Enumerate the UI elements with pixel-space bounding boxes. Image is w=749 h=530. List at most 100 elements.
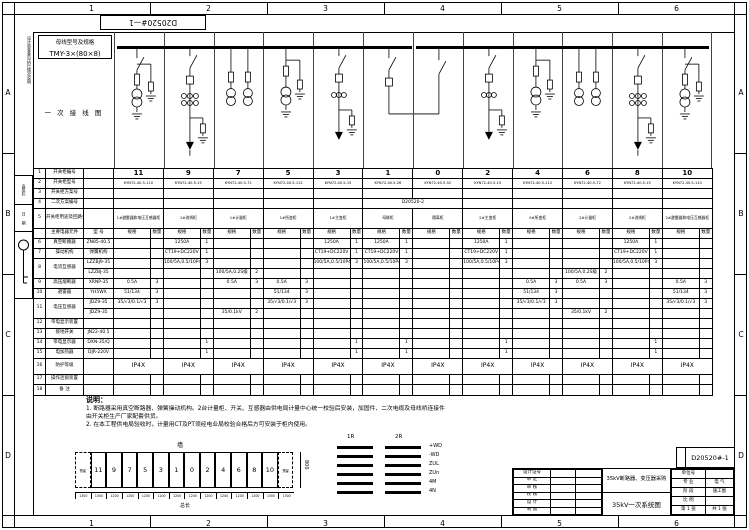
table-row: 主要电器元件型 号规格 数量 规格 数量 规格 数量 规格 数量 规格 数量 规格 数量 规格 数量 规格数… — [33, 228, 713, 239]
table-cell — [349, 298, 364, 309]
legend-bar — [337, 446, 373, 449]
table-cell: ZN85-40.5 — [83, 238, 114, 249]
dimension-value: 1200 — [121, 493, 138, 499]
table-cell — [199, 268, 214, 279]
table-cell — [299, 374, 314, 385]
dimension-value: 1200 — [168, 493, 185, 499]
table-cell: IP4X — [262, 358, 314, 375]
table-cell — [611, 198, 663, 209]
table-cell: 开关柜型号 — [45, 178, 84, 189]
legend-bar — [385, 455, 421, 458]
frame-col-label: 3 — [323, 3, 328, 13]
dimension-value: 1300 — [262, 493, 279, 499]
table-cell: 数量 — [249, 228, 264, 239]
table-cell: LZZBJ9-35 — [83, 258, 114, 269]
bay-10 — [662, 32, 712, 168]
legend-label: -WD — [429, 452, 440, 458]
table-cell — [698, 258, 713, 269]
table-cell — [512, 338, 551, 349]
table-cell: 1 — [349, 238, 364, 249]
table-cell — [661, 308, 700, 319]
table-cell — [299, 318, 314, 329]
table-cell — [299, 238, 314, 249]
bus-spec-box: 母线型号及规格 TMY-3×(80×8) — [38, 35, 112, 59]
table-cell — [698, 268, 713, 279]
table-cell — [362, 298, 401, 309]
layout-cabinet-预留: 预留 — [75, 452, 91, 488]
table-cell: 0.5A — [113, 278, 151, 289]
table-cell — [362, 188, 414, 199]
table-cell — [113, 338, 151, 349]
table-cell: 35/√3/0.1/√3 — [262, 298, 301, 309]
table-cell — [349, 318, 364, 329]
table-cell — [349, 288, 364, 299]
table-cell — [249, 298, 264, 309]
legend-row: 4N — [337, 488, 467, 497]
table-cell: 1 — [648, 238, 663, 249]
table-cell: 1 — [349, 348, 364, 359]
table-cell — [449, 238, 464, 249]
frame-tick — [2, 395, 14, 396]
table-cell — [449, 328, 464, 339]
table-cell: IP4X — [611, 358, 663, 375]
table-cell: 开关柜编号 — [45, 168, 84, 179]
table-cell — [212, 348, 251, 359]
note-item-1: 1. 断路器采用真空断路器、弹簧操动机构。2台计量柜、开关、互感器由供电局计量中… — [86, 406, 445, 420]
table-cell — [599, 384, 613, 396]
table-cell: 100/5A,0.5/10P40 — [462, 258, 501, 269]
notes-heading: 说明： — [86, 396, 107, 404]
meta-row: 专 业电 气 — [670, 478, 735, 488]
table-cell: 0#所变柜 — [512, 208, 564, 229]
table-cell: 0.5A — [661, 278, 700, 289]
table-cell — [299, 338, 314, 349]
table-cell — [549, 248, 564, 259]
table-cell: JDZ9-35 — [83, 298, 114, 309]
table-cell — [562, 248, 601, 259]
table-cell: 3 — [299, 278, 314, 289]
dimension-value: 1200 — [231, 493, 247, 499]
bus-spec-label: 母线型号及规格 — [55, 40, 95, 46]
layout-cabinet-6: 6 — [230, 452, 247, 488]
table-cell — [449, 384, 464, 396]
table-cell — [199, 374, 214, 385]
table-cell — [249, 374, 264, 385]
table-cell — [113, 188, 164, 199]
table-cell — [162, 328, 201, 339]
legend-bar — [385, 491, 421, 494]
table-cell — [113, 348, 151, 359]
table-cell — [462, 308, 501, 319]
table-cell: 14 — [33, 338, 46, 349]
table-cell — [499, 308, 514, 319]
layout-cabinet-1: 1 — [168, 452, 185, 488]
table-cell: 电加热器 — [45, 348, 84, 359]
total-length-label: 总长 — [179, 503, 190, 509]
table-cell — [249, 384, 264, 396]
legend-row: -WD — [337, 452, 467, 461]
table-cell: 弹簧机构 — [83, 248, 114, 259]
table-cell: 35/0.1kV — [212, 308, 251, 319]
frame-col-label: 6 — [674, 3, 679, 13]
table-cell: 6 — [562, 168, 613, 179]
table-cell — [362, 288, 401, 299]
legend-bar — [337, 491, 373, 494]
table-cell: KYN72-40.5-15 — [611, 178, 663, 189]
table-cell — [212, 258, 251, 269]
table-cell: 3 — [648, 258, 663, 269]
note-item-2: 2. 在本工程供电局验收时，计量用CT及PT须经电业局校验合格后方可安装于柜内使… — [86, 422, 311, 428]
table-cell: 7 — [33, 248, 46, 259]
table-cell — [599, 374, 613, 385]
primary-diagram-label: 一 次 接 线 图 — [44, 109, 104, 117]
table-cell: 备 注 — [45, 384, 84, 396]
table-cell — [162, 384, 201, 396]
dimension-value: 1200 — [184, 493, 200, 499]
frame-col-label: 4 — [440, 3, 445, 13]
frame-row-label: D — [738, 451, 744, 460]
table-cell — [299, 308, 314, 319]
layout-cabinet-8: 8 — [246, 452, 263, 488]
table-cell — [299, 258, 314, 269]
legend-bar — [385, 482, 421, 485]
layout-cabinet-11: 11 — [90, 452, 107, 488]
table-cell — [83, 178, 114, 189]
table-cell: 0 — [412, 168, 464, 179]
table-cell: 11 — [33, 298, 46, 319]
